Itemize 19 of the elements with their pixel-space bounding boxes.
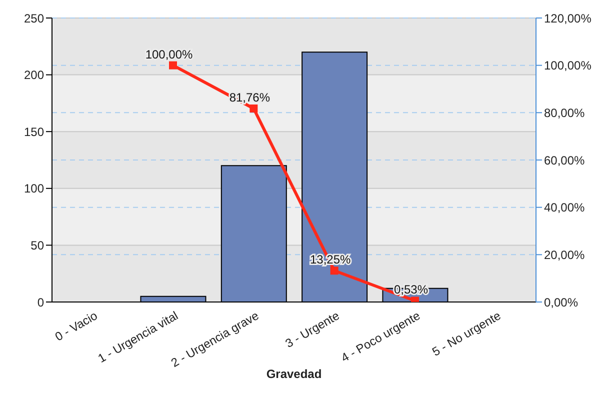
y-tick-label: 200 — [24, 68, 44, 82]
y2-tick-label: 60,00% — [544, 153, 586, 168]
y2-tick-label: 40,00% — [544, 200, 586, 215]
y-tick-label: 150 — [24, 124, 44, 139]
y2-tick-label: 20,00% — [544, 248, 586, 262]
point — [330, 266, 338, 275]
y2-tick-label: 120,00% — [544, 11, 592, 26]
point — [169, 61, 177, 70]
y2-tick-label: 100,00% — [544, 58, 592, 73]
x-axis-title: Gravedad — [266, 367, 322, 381]
data-label: 100,00% — [145, 47, 194, 62]
point — [250, 104, 258, 112]
y-tick-label: 0 — [37, 295, 44, 310]
y-tick-label: 100 — [24, 182, 44, 196]
y2-tick-label: 0,00% — [544, 295, 578, 310]
x-tick-label: 0 - Vacio — [52, 308, 100, 344]
y-tick-label: 250 — [24, 11, 44, 26]
y2-tick-label: 80,00% — [544, 106, 586, 120]
y-tick-label: 50 — [30, 238, 44, 252]
